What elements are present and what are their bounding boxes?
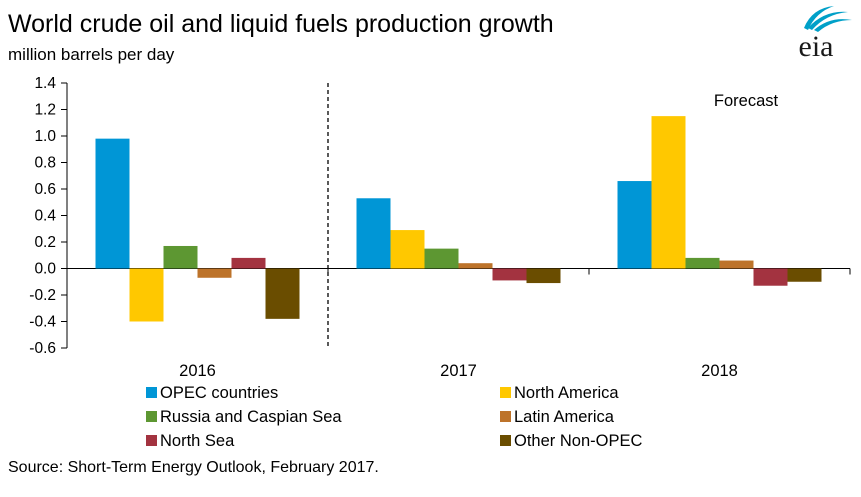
y-tick-label: 1.2 (34, 102, 56, 119)
eia-logo: eia (799, 6, 852, 63)
bar (651, 116, 686, 269)
legend-swatch (500, 435, 511, 446)
legend-label: Russia and Caspian Sea (160, 408, 342, 426)
chart-subtitle: million barrels per day (8, 45, 175, 64)
legend-label: North America (514, 384, 619, 402)
legend-swatch (500, 411, 511, 422)
legend-label: North Sea (160, 432, 235, 450)
legend-swatch (146, 411, 157, 422)
y-tick-label: -0.4 (29, 314, 56, 331)
legend-label: Latin America (514, 408, 615, 426)
bar (356, 198, 391, 269)
bar (492, 268, 527, 281)
chart-title: World crude oil and liquid fuels product… (8, 10, 554, 38)
bar (129, 268, 164, 322)
x-category-label: 2017 (440, 362, 477, 380)
bar (458, 263, 493, 269)
bar (424, 248, 459, 269)
legend-swatch (500, 387, 511, 398)
y-tick-label: 0.6 (34, 181, 56, 198)
y-tick-label: 0.8 (34, 155, 56, 172)
eia-logo-rays (804, 6, 852, 32)
bar (163, 245, 198, 269)
y-tick-label: -0.2 (29, 287, 56, 304)
bar (719, 260, 754, 269)
bar (526, 268, 561, 284)
y-tick-label: 0.0 (34, 261, 56, 278)
x-category-label: 2018 (701, 362, 738, 380)
axis-labels: -0.6 -0.4 -0.2 0.0 0.2 0.4 0.6 0.8 1.0 1.2 1.4 2016… (29, 75, 778, 380)
y-tick-label: -0.6 (29, 340, 56, 357)
bars (95, 116, 822, 322)
bar (685, 257, 720, 269)
axes (61, 82, 851, 349)
x-category-label: 2016 (179, 362, 216, 380)
bar (95, 138, 130, 269)
y-tick-label: 1.0 (34, 128, 56, 145)
bar (231, 257, 266, 269)
legend-label: Other Non-OPEC (514, 432, 642, 450)
y-tick-label: 0.4 (34, 208, 56, 225)
bar (787, 268, 822, 282)
legend-swatch (146, 387, 157, 398)
bar (265, 268, 300, 319)
bar (197, 268, 232, 278)
bar (617, 181, 652, 269)
bar (753, 268, 788, 286)
bar (390, 230, 425, 269)
y-tick-label: 1.4 (34, 75, 56, 92)
legend-swatch (146, 435, 157, 446)
forecast-annotation: Forecast (714, 92, 779, 110)
legend-label: OPEC countries (160, 384, 278, 402)
source-note: Source: Short-Term Energy Outlook, Febru… (8, 459, 379, 476)
legend: OPEC countries North America Russia and Ca… (146, 384, 642, 450)
eia-logo-text: eia (799, 30, 834, 63)
y-tick-label: 0.2 (34, 234, 56, 251)
